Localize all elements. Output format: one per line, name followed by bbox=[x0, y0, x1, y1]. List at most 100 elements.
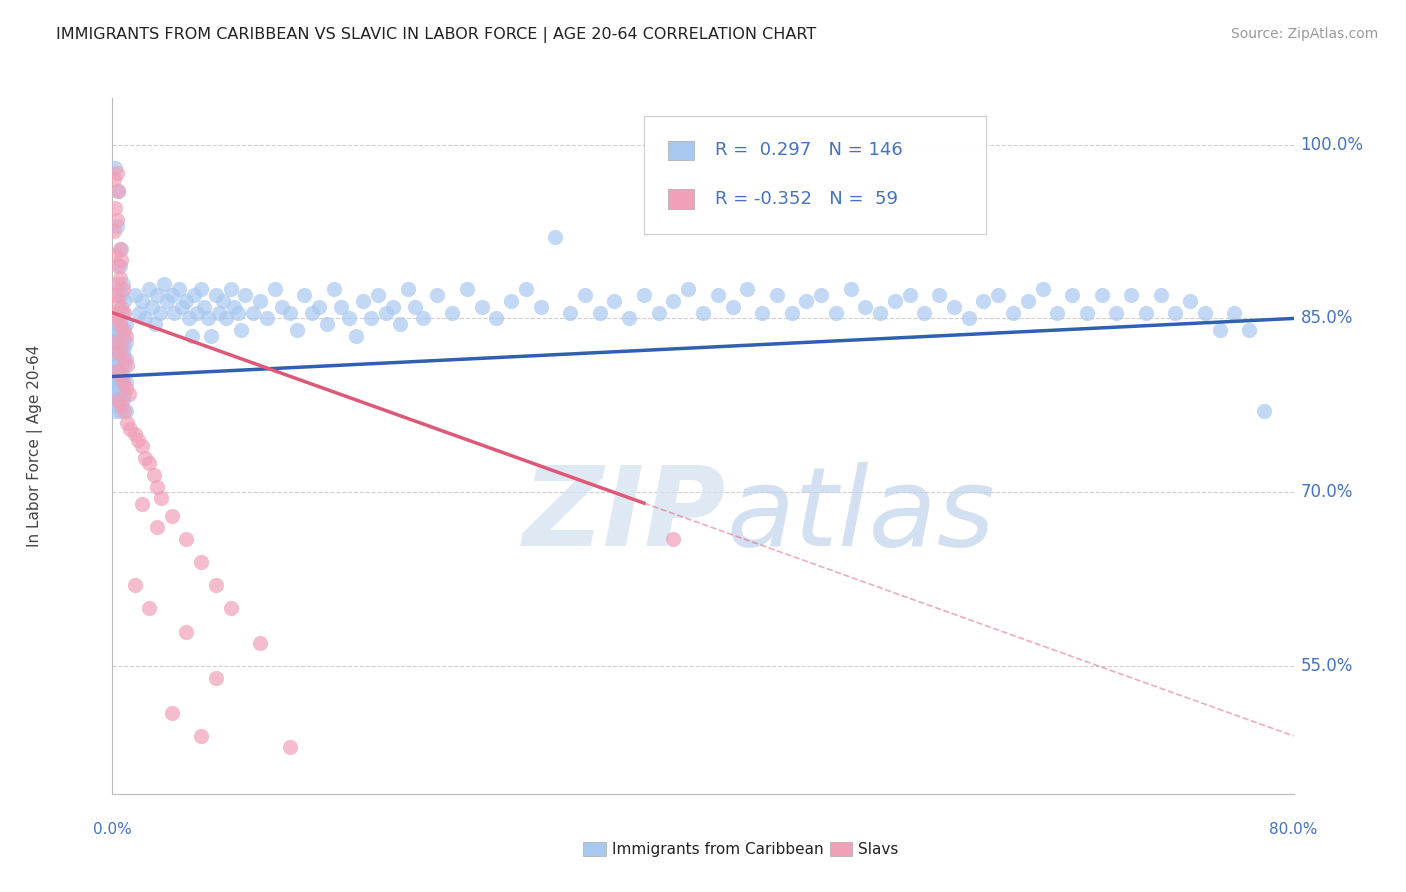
Point bbox=[167, 283, 190, 297]
Text: R =  0.297   N = 146: R = 0.297 N = 146 bbox=[714, 141, 903, 160]
Point bbox=[112, 387, 135, 401]
Point bbox=[111, 369, 134, 384]
Point bbox=[226, 306, 249, 320]
Point bbox=[942, 300, 965, 314]
Point bbox=[190, 283, 212, 297]
Text: ZIP: ZIP bbox=[523, 462, 727, 569]
Point bbox=[138, 457, 160, 471]
Text: IMMIGRANTS FROM CARIBBEAN VS SLAVIC IN LABOR FORCE | AGE 20-64 CORRELATION CHART: IMMIGRANTS FROM CARIBBEAN VS SLAVIC IN L… bbox=[56, 27, 817, 43]
Text: 100.0%: 100.0% bbox=[1301, 136, 1364, 153]
Point bbox=[108, 346, 131, 360]
Point bbox=[181, 329, 204, 343]
Text: Immigrants from Caribbean: Immigrants from Caribbean bbox=[612, 842, 824, 856]
Point bbox=[662, 294, 685, 309]
Point bbox=[215, 311, 238, 326]
Point bbox=[110, 398, 132, 412]
Point bbox=[103, 172, 125, 186]
Point bbox=[142, 467, 165, 482]
Point bbox=[249, 294, 271, 309]
Point bbox=[619, 311, 641, 326]
FancyBboxPatch shape bbox=[668, 189, 695, 209]
Point bbox=[114, 318, 136, 332]
Point bbox=[118, 387, 141, 401]
Point bbox=[104, 161, 127, 175]
Point bbox=[205, 671, 228, 685]
Point bbox=[111, 392, 134, 407]
Point bbox=[128, 306, 150, 320]
Point bbox=[1253, 404, 1275, 418]
Point bbox=[308, 300, 330, 314]
Point bbox=[212, 294, 235, 309]
Point bbox=[160, 508, 183, 523]
Point bbox=[134, 311, 156, 326]
Point bbox=[114, 334, 136, 349]
Text: 55.0%: 55.0% bbox=[1301, 657, 1353, 675]
Point bbox=[108, 318, 131, 332]
Point bbox=[292, 288, 315, 302]
Point bbox=[103, 341, 125, 355]
Text: atlas: atlas bbox=[727, 462, 995, 569]
Point bbox=[456, 283, 478, 297]
Point bbox=[411, 311, 433, 326]
Point bbox=[574, 288, 596, 302]
Point bbox=[105, 213, 128, 227]
Point bbox=[104, 334, 127, 349]
Text: Slavs: Slavs bbox=[858, 842, 898, 856]
Point bbox=[104, 404, 127, 418]
Text: 80.0%: 80.0% bbox=[1270, 822, 1317, 837]
Point bbox=[104, 369, 127, 384]
Point bbox=[112, 341, 135, 355]
Point bbox=[170, 300, 193, 314]
Point bbox=[396, 283, 419, 297]
Point bbox=[501, 294, 523, 309]
Point bbox=[110, 341, 132, 355]
Point bbox=[751, 306, 773, 320]
Point bbox=[108, 369, 131, 384]
Point bbox=[104, 318, 127, 332]
Point bbox=[529, 300, 551, 314]
Point bbox=[103, 375, 125, 389]
Point bbox=[108, 364, 131, 378]
Point bbox=[117, 416, 138, 430]
Point bbox=[256, 311, 278, 326]
Point bbox=[105, 398, 128, 412]
Point bbox=[105, 381, 128, 395]
Point bbox=[124, 578, 146, 592]
Point bbox=[382, 300, 405, 314]
Point bbox=[110, 381, 132, 395]
Point bbox=[1150, 288, 1173, 302]
Point bbox=[914, 306, 936, 320]
Point bbox=[1017, 294, 1039, 309]
Point bbox=[957, 311, 980, 326]
Point bbox=[190, 555, 212, 569]
Point bbox=[107, 358, 129, 372]
Point bbox=[105, 311, 128, 326]
Point bbox=[271, 300, 294, 314]
Point bbox=[114, 381, 136, 395]
Point bbox=[110, 323, 132, 337]
Point bbox=[603, 294, 626, 309]
Point bbox=[105, 364, 128, 378]
Point bbox=[112, 352, 135, 367]
Point bbox=[190, 729, 212, 743]
Point bbox=[1032, 283, 1054, 297]
Point bbox=[108, 318, 131, 332]
Point bbox=[104, 248, 127, 262]
Text: 85.0%: 85.0% bbox=[1301, 310, 1353, 327]
Point bbox=[706, 288, 728, 302]
Point bbox=[360, 311, 382, 326]
Point bbox=[323, 283, 346, 297]
Point bbox=[898, 288, 921, 302]
Text: 0.0%: 0.0% bbox=[93, 822, 132, 837]
Point bbox=[112, 358, 135, 372]
Point bbox=[1119, 288, 1142, 302]
Point bbox=[141, 300, 163, 314]
Point bbox=[114, 404, 136, 418]
Point bbox=[127, 434, 149, 448]
Point bbox=[107, 392, 129, 407]
Point bbox=[110, 300, 132, 314]
Point bbox=[105, 277, 128, 291]
Point bbox=[301, 306, 323, 320]
Point bbox=[107, 260, 129, 274]
Point bbox=[588, 306, 610, 320]
